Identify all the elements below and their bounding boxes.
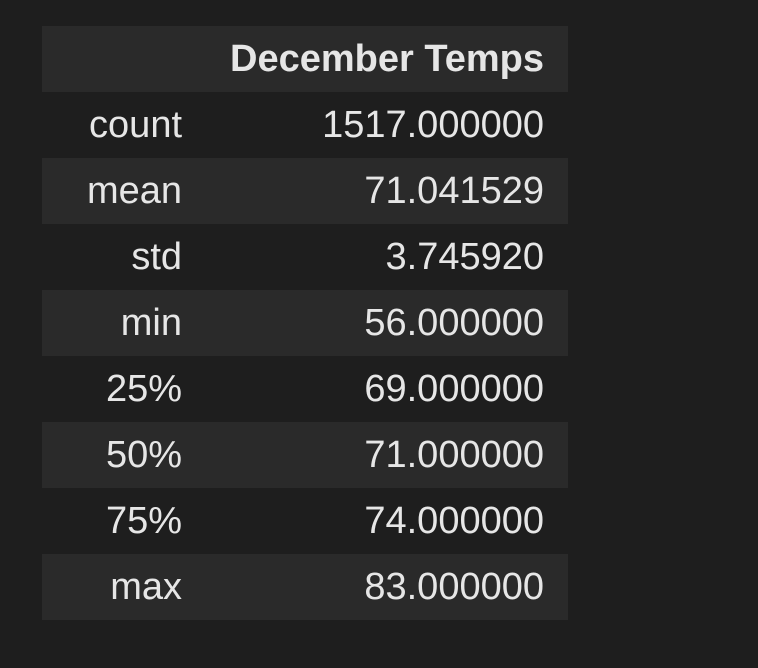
- index-header: [42, 26, 206, 92]
- row-index-label: min: [120, 301, 183, 344]
- table-row: 25% 69.000000: [42, 356, 568, 422]
- table-body: count 1517.000000 mean 71.041529 std 3.7…: [42, 92, 568, 620]
- column-header-december-temps: December Temps: [230, 37, 544, 80]
- table-row: std 3.745920: [42, 224, 568, 290]
- row-index-label: count: [89, 103, 183, 146]
- table-row: mean 71.041529: [42, 158, 568, 224]
- row-value: 71.041529: [364, 169, 544, 212]
- row-value: 71.000000: [364, 433, 544, 476]
- table-row: count 1517.000000: [42, 92, 568, 158]
- table-header: December Temps: [42, 26, 568, 92]
- table-row: 50% 71.000000: [42, 422, 568, 488]
- row-index-label: std: [131, 235, 183, 278]
- row-index-label: mean: [86, 169, 183, 212]
- table-row: 75% 74.000000: [42, 488, 568, 554]
- row-index-label: 50%: [105, 433, 183, 476]
- row-value: 74.000000: [364, 499, 544, 542]
- row-value: 69.000000: [364, 367, 544, 410]
- header-row: December Temps: [42, 26, 568, 92]
- row-value: 1517.000000: [322, 103, 544, 146]
- row-index-label: 25%: [105, 367, 183, 410]
- row-value: 56.000000: [364, 301, 544, 344]
- row-index-label: 75%: [105, 499, 183, 542]
- row-value: 3.745920: [385, 235, 545, 278]
- row-index-label: max: [110, 565, 183, 608]
- table-row: max 83.000000: [42, 554, 568, 620]
- table-row: min 56.000000: [42, 290, 568, 356]
- dataframe-table: December Temps count 1517.000000 mean 71…: [42, 26, 568, 620]
- row-value: 83.000000: [364, 565, 544, 608]
